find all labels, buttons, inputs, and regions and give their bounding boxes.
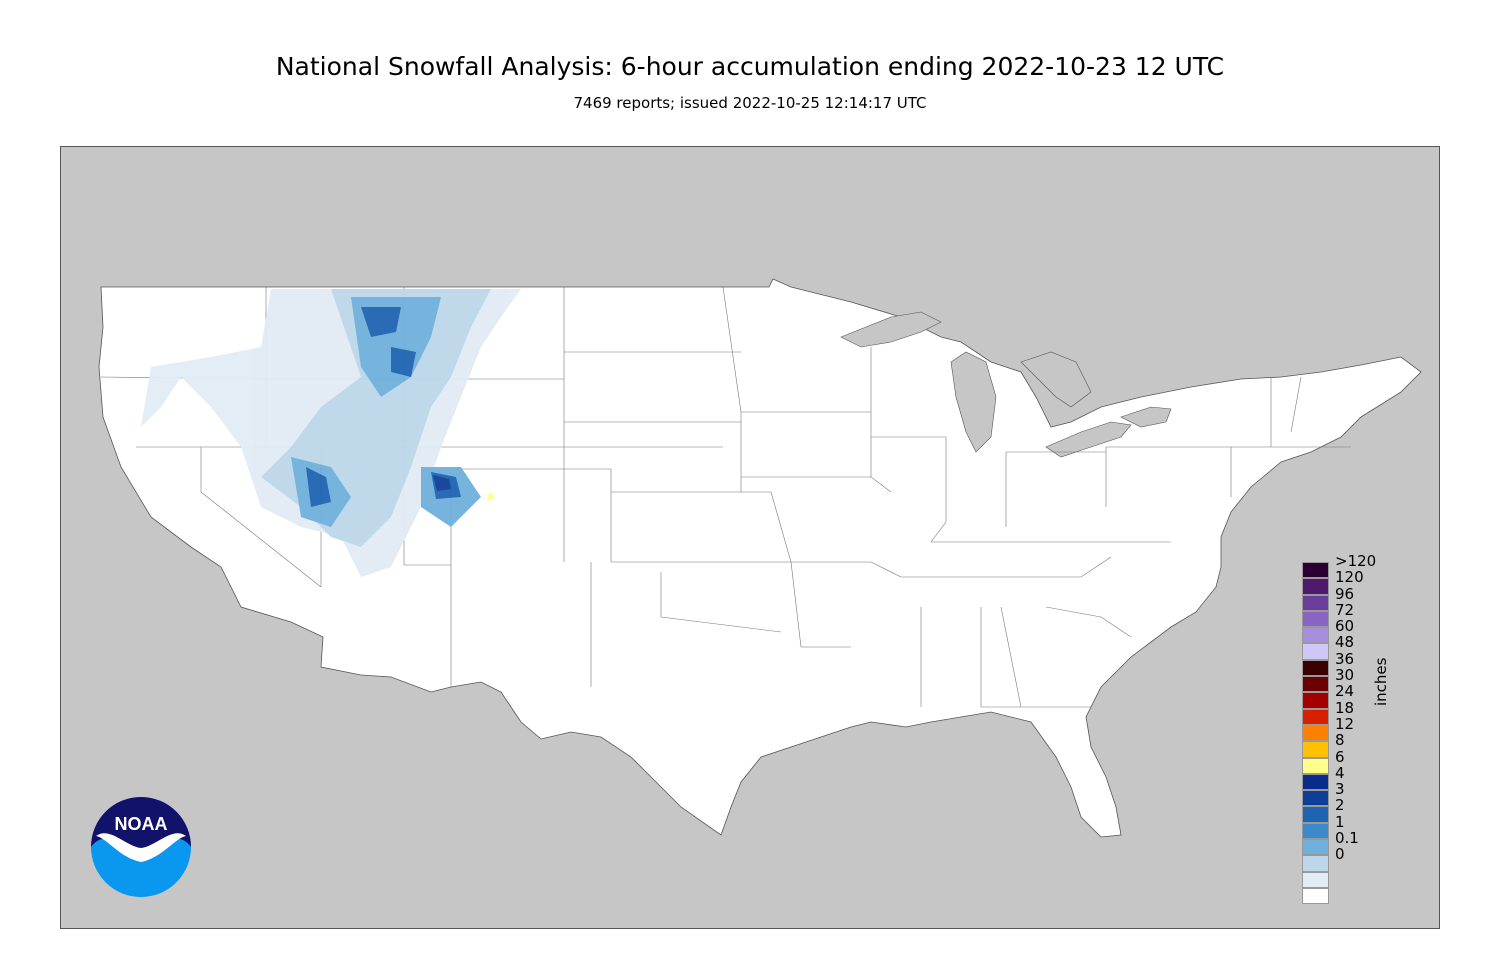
legend-swatch bbox=[1302, 855, 1329, 872]
noaa-logo-icon: NOAA bbox=[90, 796, 192, 898]
legend-label: 60 bbox=[1335, 617, 1355, 636]
snowfall-shading bbox=[141, 289, 521, 577]
legend-swatch bbox=[1302, 741, 1329, 758]
legend-label: 24 bbox=[1335, 682, 1355, 701]
legend-units: inches bbox=[1372, 657, 1390, 706]
legend-swatch bbox=[1302, 757, 1329, 774]
legend-swatch bbox=[1302, 773, 1329, 791]
legend-swatch bbox=[1302, 562, 1329, 579]
map-canvas bbox=[98, 278, 1422, 838]
legend-swatch bbox=[1302, 692, 1329, 709]
legend-labels: >120 120 96 72 60 48 36 30 24 18 12 8 6 4 3 2 1 0.1 0 bbox=[1335, 553, 1376, 895]
legend-swatch bbox=[1302, 643, 1329, 660]
legend-label: 30 bbox=[1335, 666, 1355, 685]
legend-label: 12 bbox=[1335, 714, 1355, 733]
legend-swatch bbox=[1302, 610, 1329, 628]
legend-label: 36 bbox=[1335, 649, 1355, 668]
legend-label: 0 bbox=[1335, 845, 1345, 864]
legend-swatch bbox=[1302, 790, 1329, 807]
legend-label: >120 bbox=[1335, 552, 1377, 570]
color-legend bbox=[1302, 562, 1330, 905]
legend-label: 96 bbox=[1335, 584, 1355, 603]
legend-swatch bbox=[1302, 839, 1329, 856]
legend-label: 48 bbox=[1335, 633, 1355, 652]
legend-label: 18 bbox=[1335, 698, 1355, 717]
legend-swatch bbox=[1302, 822, 1329, 840]
legend-label: 2 bbox=[1335, 796, 1345, 815]
legend-swatch bbox=[1302, 676, 1329, 693]
legend-swatch bbox=[1302, 708, 1329, 725]
map-title: National Snowfall Analysis: 6-hour accum… bbox=[275, 52, 1225, 81]
legend-swatch bbox=[1302, 594, 1329, 611]
logo-text: NOAA bbox=[115, 814, 168, 834]
legend-swatch bbox=[1302, 887, 1329, 905]
snowfall-map bbox=[60, 146, 1440, 929]
legend-swatch bbox=[1302, 578, 1329, 595]
legend-label: 4 bbox=[1335, 763, 1345, 782]
legend-label bbox=[1335, 879, 1376, 895]
legend-swatch bbox=[1302, 724, 1329, 742]
legend-swatch bbox=[1302, 659, 1329, 677]
legend-label: 72 bbox=[1335, 600, 1355, 619]
legend-label: 6 bbox=[1335, 747, 1345, 766]
legend-label: 3 bbox=[1335, 780, 1345, 799]
legend-swatch bbox=[1302, 871, 1329, 888]
legend-label: 0.1 bbox=[1335, 829, 1359, 848]
legend-swatch bbox=[1302, 627, 1329, 644]
legend-label bbox=[1335, 863, 1376, 879]
great-lakes bbox=[840, 311, 1172, 458]
legend-label: 8 bbox=[1335, 731, 1345, 750]
legend-label: 120 bbox=[1335, 568, 1364, 587]
map-subtitle: 7469 reports; issued 2022-10-25 12:14:17… bbox=[573, 94, 927, 112]
legend-label: 1 bbox=[1335, 812, 1345, 831]
legend-swatch bbox=[1302, 806, 1329, 823]
